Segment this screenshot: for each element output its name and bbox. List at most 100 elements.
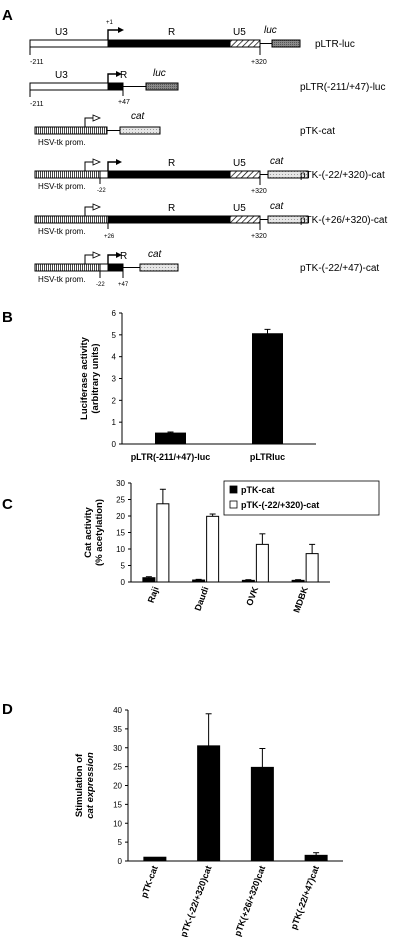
y-tick-label: 2 [112, 396, 117, 405]
bar [206, 515, 220, 583]
y-tick-label: 4 [112, 353, 117, 362]
cat-label: cat [131, 111, 146, 122]
position-plus26: +26 [104, 234, 115, 240]
r-label: R [168, 203, 175, 214]
u3-region [29, 39, 109, 48]
cat-label: cat [270, 201, 285, 212]
u3-label: U3 [55, 70, 68, 81]
y-tick-label: 30 [113, 744, 122, 753]
y-tick-label: 6 [112, 309, 117, 318]
hsv-tk-label: HSV-tk prom. [38, 138, 86, 147]
legend-swatch [229, 500, 238, 509]
bar [156, 503, 170, 583]
bar [304, 854, 328, 862]
arrowhead [116, 252, 122, 258]
y-axis-label: Cat activity [83, 506, 94, 557]
y-tick-label: 15 [113, 800, 122, 809]
r-region [107, 170, 231, 179]
cat-label: cat [270, 156, 285, 167]
x-tick-label: pTK(+26/+320)cat [232, 864, 267, 937]
y-tick-label: 5 [118, 838, 123, 847]
construct-name: pLTR-luc [315, 39, 355, 50]
arrowhead-open [92, 251, 102, 259]
x-tick-label: OVK [244, 585, 260, 607]
position-minus22: -22 [97, 188, 106, 194]
u3-fragment [99, 263, 109, 272]
hsv-tk-promoter [34, 263, 101, 272]
bar [255, 543, 269, 583]
position-plus320: +320 [251, 233, 267, 240]
position-plus320: +320 [251, 59, 267, 66]
x-tick-label: pLTR(-211/+47)-luc [131, 452, 211, 462]
construct-name: pLTR(-211/+47)-luc [300, 82, 386, 93]
arrowhead [118, 27, 124, 33]
r-label: R [120, 251, 127, 262]
construct-ptk-22-47-cat: R cat HSV-tk prom. -22 +47 pTK-(-22/+47)… [34, 249, 379, 288]
bar [197, 745, 221, 862]
y-axis-label: cat expression [85, 752, 96, 819]
tk-start-arrow [84, 117, 93, 127]
tk-start-arrow [84, 206, 93, 216]
construct-pltr-luc: U3 R U5 luc +1 -211 +320 pLTR-luc [29, 20, 355, 66]
y-tick-label: 0 [118, 857, 123, 866]
arrowhead-open [92, 158, 102, 166]
r-region [107, 82, 124, 91]
tk-start-arrow [84, 161, 93, 171]
y-tick-label: 10 [116, 545, 125, 554]
luc-label: luc [153, 68, 166, 79]
u5-label: U5 [233, 203, 246, 214]
position-plus47: +47 [118, 99, 130, 106]
luc-gene [145, 82, 179, 91]
cat-gene [139, 263, 179, 272]
luc-label: luc [264, 25, 277, 36]
y-tick-label: 40 [113, 706, 122, 715]
y-tick-label: 3 [112, 375, 117, 384]
y-tick-label: 10 [113, 819, 122, 828]
cat-gene [267, 170, 309, 179]
arrowhead [116, 71, 122, 77]
legend-swatch [229, 485, 238, 494]
x-tick-label: MDBK [291, 585, 310, 614]
x-tick-label: Daudi [193, 585, 211, 612]
y-tick-label: 25 [116, 496, 125, 505]
y-tick-label: 1 [112, 418, 117, 427]
position-plus1: +1 [106, 20, 114, 26]
bar [142, 577, 156, 583]
x-tick-label: pLTRluc [250, 452, 285, 462]
panel-label-d: D [2, 701, 13, 718]
y-tick-label: 5 [121, 562, 126, 571]
hsv-tk-promoter [34, 215, 109, 224]
panel-label-c: C [2, 496, 13, 513]
y-tick-label: 35 [113, 725, 122, 734]
y-axis-label: Luciferase activity [79, 336, 90, 420]
legend-box [223, 480, 380, 516]
panel-label-a: A [2, 7, 13, 24]
r-label: R [120, 70, 127, 81]
chart-b: 0 1 2 3 4 5 6 Luciferase activity (arbitrary uni… [79, 309, 316, 462]
u5-label: U5 [233, 158, 246, 169]
bar [250, 766, 274, 862]
y-tick-label: 20 [116, 512, 125, 521]
construct-pltr-211-47-luc: U3 R luc -211 +47 pLTR(-211/+47)-luc [29, 68, 386, 108]
y-tick-label: 5 [112, 331, 117, 340]
legend-label: pTK-(-22/+320)-cat [241, 500, 319, 510]
position-plus47: +47 [118, 282, 129, 288]
r-region [107, 215, 231, 224]
cat-gene [119, 126, 161, 135]
tk-start-arrow [84, 254, 93, 264]
u5-region [229, 215, 261, 224]
bar [192, 579, 206, 583]
bar [155, 432, 186, 445]
hsv-tk-promoter [34, 170, 101, 179]
luc-gene [271, 39, 301, 48]
construct-ptk-26-320-cat: R U5 cat HSV-tk prom. +26 +320 pTK-(+26/… [34, 201, 387, 240]
bar [291, 579, 305, 583]
transcription-start-arrow [107, 73, 116, 83]
y-axis-label: (arbitrary units) [90, 343, 101, 413]
r-region [107, 263, 124, 272]
x-tick-label: pTK-(-22/+320)cat [178, 864, 213, 937]
u3-fragment [99, 170, 109, 179]
r-region [107, 39, 231, 48]
r-label: R [168, 158, 175, 169]
